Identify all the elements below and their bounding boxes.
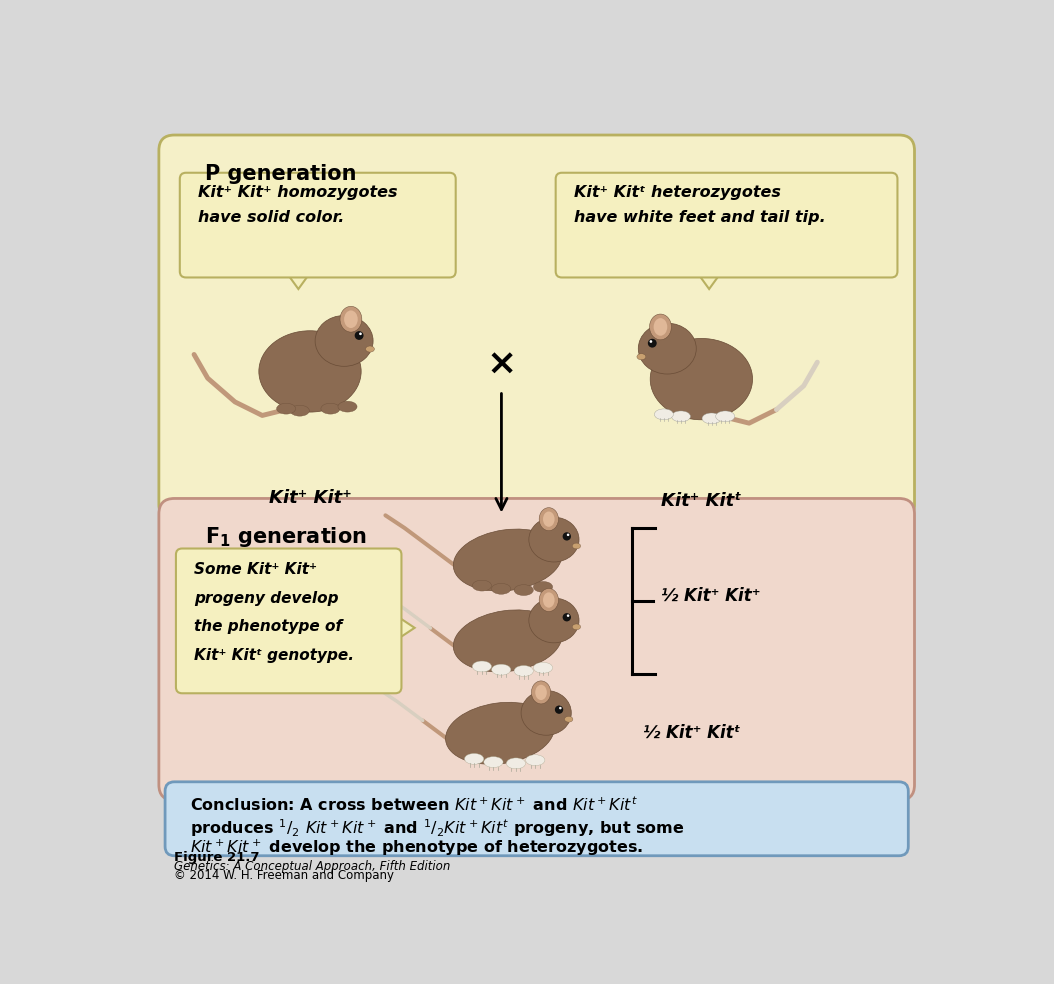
Text: have solid color.: have solid color. (198, 210, 344, 224)
FancyBboxPatch shape (159, 135, 915, 520)
Ellipse shape (344, 310, 357, 328)
Text: Genetics: A Conceptual Approach, Fifth Edition: Genetics: A Conceptual Approach, Fifth E… (174, 860, 451, 874)
Text: Kit⁺ Kit⁺: Kit⁺ Kit⁺ (269, 489, 351, 507)
FancyBboxPatch shape (176, 548, 402, 694)
Ellipse shape (514, 665, 533, 676)
Ellipse shape (671, 411, 690, 422)
Circle shape (567, 533, 569, 536)
Ellipse shape (540, 508, 559, 530)
Text: Kit⁺ Kit⁺ homozygotes: Kit⁺ Kit⁺ homozygotes (198, 185, 397, 200)
Ellipse shape (453, 529, 562, 591)
Ellipse shape (716, 411, 735, 422)
Circle shape (554, 706, 563, 713)
Ellipse shape (650, 338, 753, 420)
Text: Figure 21.7: Figure 21.7 (174, 851, 260, 864)
Text: ×: × (486, 346, 516, 381)
Ellipse shape (533, 582, 552, 592)
Text: have white feet and tail tip.: have white feet and tail tip. (573, 210, 825, 224)
Ellipse shape (572, 543, 581, 549)
Text: ½ Kit⁺ Kit⁺: ½ Kit⁺ Kit⁺ (661, 587, 761, 605)
Ellipse shape (453, 610, 562, 672)
Ellipse shape (533, 662, 552, 673)
Ellipse shape (472, 581, 491, 591)
Text: P generation: P generation (206, 163, 357, 183)
Ellipse shape (565, 716, 573, 722)
Circle shape (559, 707, 562, 709)
Ellipse shape (259, 331, 362, 412)
Ellipse shape (572, 624, 581, 630)
Ellipse shape (702, 413, 721, 424)
FancyBboxPatch shape (180, 173, 455, 277)
Text: progeny develop: progeny develop (194, 590, 338, 606)
Polygon shape (394, 614, 414, 642)
Text: Kit⁺ Kitᵗ heterozygotes: Kit⁺ Kitᵗ heterozygotes (573, 185, 780, 200)
Polygon shape (696, 270, 723, 289)
FancyBboxPatch shape (555, 173, 897, 277)
Ellipse shape (637, 353, 646, 360)
FancyBboxPatch shape (165, 782, 909, 856)
Ellipse shape (514, 584, 533, 595)
Circle shape (354, 331, 364, 339)
Text: Conclusion: A cross between $\it{Kit^+ Kit^+}$ and $\it{Kit^+ Kit^t}$: Conclusion: A cross between $\it{Kit^+ K… (190, 796, 638, 815)
Text: Some Kit⁺ Kit⁺: Some Kit⁺ Kit⁺ (194, 563, 317, 578)
Text: Kit⁺ Kitᵗ: Kit⁺ Kitᵗ (661, 492, 742, 511)
Text: produces $^1/_2$ $\it{Kit^+ Kit^+}$ and $^1/_2$$\it{Kit^+ Kit^t}$ progeny, but s: produces $^1/_2$ $\it{Kit^+ Kit^+}$ and … (190, 818, 684, 839)
Text: Kit⁺ Kitᵗ genotype.: Kit⁺ Kitᵗ genotype. (194, 647, 354, 663)
Ellipse shape (540, 588, 559, 611)
Ellipse shape (526, 755, 545, 766)
Ellipse shape (529, 598, 579, 643)
FancyBboxPatch shape (159, 499, 915, 800)
Ellipse shape (446, 703, 554, 765)
Ellipse shape (484, 757, 503, 768)
Text: ½ Kit⁺ Kitᵗ: ½ Kit⁺ Kitᵗ (643, 724, 741, 742)
Circle shape (648, 338, 657, 347)
Text: © 2014 W. H. Freeman and Company: © 2014 W. H. Freeman and Company (174, 869, 394, 882)
Circle shape (563, 613, 571, 622)
Text: $\it{Kit^+ Kit^+}$ develop the phenotype of heterozygotes.: $\it{Kit^+ Kit^+}$ develop the phenotype… (190, 837, 643, 858)
Polygon shape (285, 270, 312, 289)
Ellipse shape (531, 681, 550, 704)
Circle shape (563, 532, 571, 540)
Ellipse shape (535, 685, 547, 700)
Ellipse shape (320, 403, 340, 414)
Ellipse shape (491, 664, 511, 675)
Ellipse shape (465, 754, 484, 765)
Ellipse shape (506, 758, 526, 769)
Circle shape (649, 340, 652, 342)
Ellipse shape (340, 306, 362, 333)
Ellipse shape (315, 316, 373, 366)
Ellipse shape (655, 409, 674, 420)
Ellipse shape (472, 661, 491, 672)
Ellipse shape (543, 592, 554, 608)
Ellipse shape (366, 346, 374, 352)
Ellipse shape (290, 405, 309, 416)
Circle shape (359, 333, 362, 336)
Ellipse shape (639, 323, 697, 374)
Ellipse shape (649, 314, 671, 339)
Ellipse shape (543, 512, 554, 526)
Ellipse shape (529, 518, 579, 562)
Text: the phenotype of: the phenotype of (194, 619, 341, 635)
Ellipse shape (491, 584, 511, 594)
Text: $\mathbf{F_1}$ generation: $\mathbf{F_1}$ generation (206, 525, 367, 549)
Ellipse shape (653, 318, 667, 336)
Ellipse shape (276, 403, 296, 414)
Circle shape (567, 614, 569, 617)
Ellipse shape (338, 401, 357, 412)
Ellipse shape (521, 691, 571, 735)
